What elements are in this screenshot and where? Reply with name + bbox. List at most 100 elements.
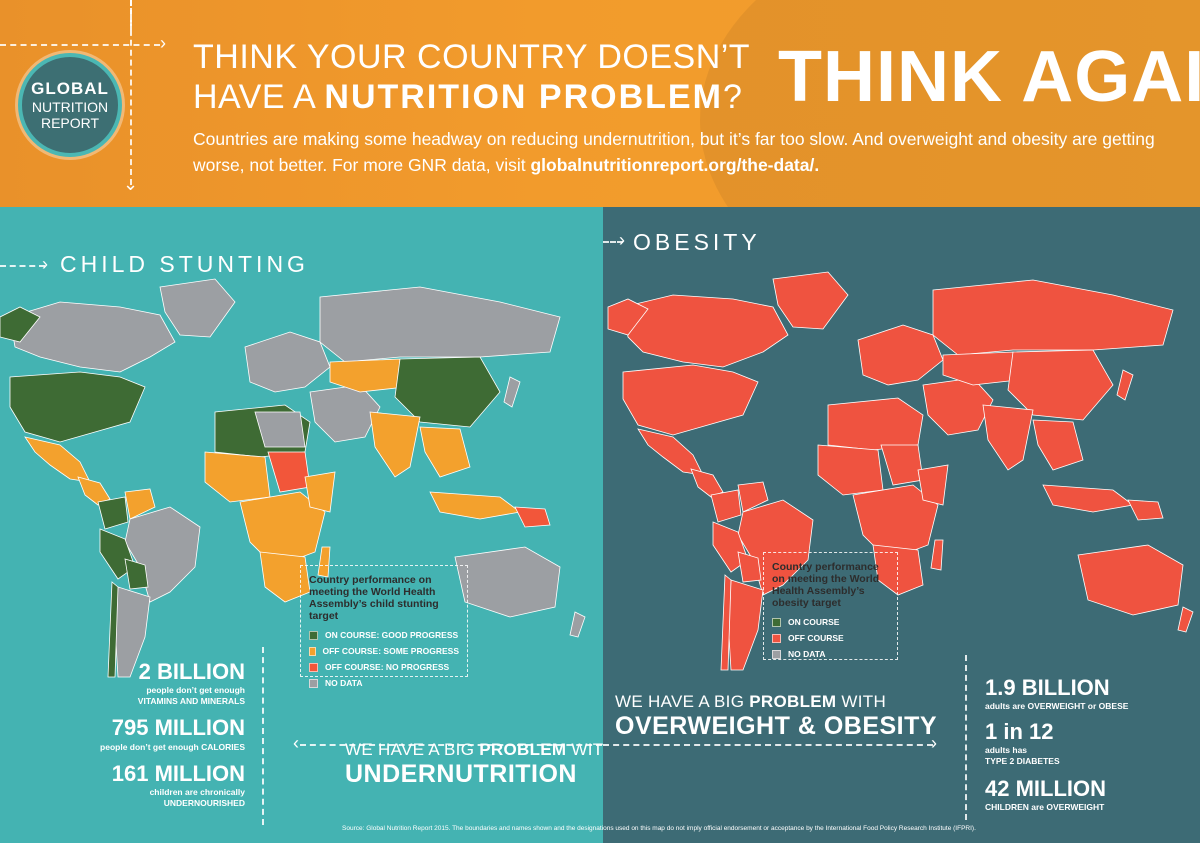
source-note: Source: Global Nutrition Report 2015. Th… bbox=[342, 825, 976, 832]
map-region-europe bbox=[244, 331, 331, 393]
legend-item: NO DATA bbox=[772, 649, 889, 659]
obesity-legend: Country performance on meeting the World… bbox=[763, 552, 898, 660]
callout-suffix: WITH bbox=[571, 740, 603, 759]
map-region-australia bbox=[1077, 544, 1184, 616]
stat-children-small1: CHILDREN are OVERWEIGHT bbox=[985, 802, 1105, 812]
dashed-line bbox=[0, 265, 45, 267]
child-stunting-panel: › CHILD STUNTING bbox=[0, 207, 603, 843]
arrow-right-icon: › bbox=[931, 733, 937, 753]
legend-label: OFF COURSE bbox=[788, 633, 844, 643]
map-region-central-asia bbox=[329, 358, 406, 393]
subtitle-link[interactable]: globalnutritionreport.org/the-data/. bbox=[530, 155, 820, 175]
dashed-bracket bbox=[965, 655, 967, 820]
title-line1: THINK YOUR COUNTRY DOESN’T bbox=[193, 38, 751, 76]
callout-bold: PROBLEM bbox=[479, 740, 567, 759]
map-region-japan bbox=[1116, 369, 1134, 401]
dashed-line bbox=[603, 241, 623, 243]
globe-watermark bbox=[700, 0, 1200, 207]
title-line2: HAVE A NUTRITION PROBLEM? bbox=[193, 78, 742, 117]
subtitle: Countries are making some headway on red… bbox=[193, 126, 1183, 178]
map-region-argentina bbox=[727, 579, 764, 671]
stat-calories-big: 795 MILLION bbox=[111, 715, 245, 740]
stat-vitamins-small1: people don’t get enough bbox=[146, 685, 245, 695]
logo-line3: REPORT bbox=[40, 115, 100, 131]
map-region-bolivia bbox=[737, 551, 762, 583]
map-region-southern-africa bbox=[872, 544, 924, 596]
stat-vitamins-small2: VITAMINS AND MINERALS bbox=[137, 696, 245, 706]
map-region-west-africa bbox=[817, 444, 884, 496]
map-region-east-africa bbox=[304, 471, 336, 513]
map-region-madagascar bbox=[930, 539, 944, 571]
map-region-papua bbox=[1127, 499, 1164, 521]
dashed-line bbox=[130, 0, 132, 185]
stat-undernourished-small2: UNDERNOURISHED bbox=[163, 798, 245, 808]
map-region-mexico bbox=[24, 436, 91, 483]
legend-swatch bbox=[772, 617, 781, 627]
map-region-australia bbox=[454, 546, 561, 618]
map-region-colombia bbox=[710, 489, 742, 523]
map-region-europe bbox=[857, 324, 944, 386]
legend-item: NO DATA bbox=[309, 678, 459, 688]
obesity-section-title: OBESITY bbox=[633, 229, 761, 255]
stat-undernourished-small1: children are chronically bbox=[149, 787, 245, 797]
stunting-legend: Country performance on meeting the World… bbox=[300, 565, 468, 688]
map-region-east-africa bbox=[917, 464, 949, 506]
logo-line2: NUTRITION bbox=[31, 99, 109, 115]
map-region-greenland bbox=[159, 278, 236, 338]
map-region-middle-east bbox=[309, 384, 381, 443]
obesity-callout-line1: WE HAVE A BIG PROBLEM WITH bbox=[615, 692, 937, 712]
map-region-indonesia bbox=[429, 491, 521, 520]
map-region-russia bbox=[932, 279, 1174, 356]
subtitle-text: Countries are making some headway on red… bbox=[193, 129, 1155, 175]
map-region-central-america bbox=[690, 468, 724, 498]
map-region-china bbox=[1007, 349, 1114, 421]
dashed-bracket bbox=[262, 647, 264, 825]
map-region-west-africa bbox=[204, 451, 271, 503]
map-region-sudan bbox=[267, 451, 311, 493]
callout-bold: PROBLEM bbox=[749, 692, 837, 711]
stat-children-big: 42 MILLION bbox=[985, 776, 1107, 801]
legend-item: OFF COURSE: NO PROGRESS bbox=[309, 662, 459, 672]
map-region-chile bbox=[107, 581, 119, 678]
map-region-china bbox=[394, 356, 501, 428]
map-region-libya-egypt bbox=[254, 411, 306, 448]
map-region-southeast-asia bbox=[1032, 419, 1084, 471]
legend-swatch bbox=[772, 649, 781, 659]
legend-label: NO DATA bbox=[325, 678, 363, 688]
title-line2-bold: NUTRITION PROBLEM bbox=[324, 78, 723, 116]
legend-label: NO DATA bbox=[788, 649, 826, 659]
map-region-southern-africa bbox=[259, 551, 311, 603]
map-region-central-africa bbox=[852, 484, 939, 561]
logo-line1: GLOBAL bbox=[31, 79, 109, 98]
obesity-callout-line2: OVERWEIGHT & OBESITY bbox=[615, 712, 938, 740]
dashed-line bbox=[0, 44, 160, 46]
stat-diabetes-big: 1 in 12 bbox=[985, 719, 1054, 744]
callout-prefix: WE HAVE A BIG bbox=[615, 692, 750, 711]
map-region-papua bbox=[514, 506, 551, 528]
legend-label: ON COURSE bbox=[788, 617, 840, 627]
legend-swatch bbox=[309, 646, 316, 656]
callout-suffix: WITH bbox=[836, 692, 887, 711]
map-region-bolivia bbox=[124, 558, 149, 590]
map-region-usa bbox=[622, 364, 759, 436]
obesity-legend-title: Country performance on meeting the World… bbox=[772, 561, 880, 609]
gnr-logo: GLOBAL NUTRITION REPORT bbox=[18, 53, 122, 157]
map-region-canada bbox=[622, 294, 789, 368]
map-region-new-zealand bbox=[1177, 606, 1194, 633]
map-region-india bbox=[982, 404, 1034, 471]
legend-label: ON COURSE: GOOD PROGRESS bbox=[325, 630, 459, 640]
stat-diabetes-small1: adults has bbox=[985, 745, 1028, 755]
obesity-world-map bbox=[607, 271, 1194, 671]
arrow-right-icon: › bbox=[619, 230, 625, 250]
stat-diabetes-small2: TYPE 2 DIABETES bbox=[985, 756, 1060, 766]
dashed-line bbox=[300, 744, 602, 746]
undernutrition-callout: WE HAVE A BIG PROBLEM WITH UNDERNUTRITIO… bbox=[345, 740, 603, 789]
map-region-venezuela bbox=[124, 488, 156, 520]
legend-swatch bbox=[309, 630, 318, 640]
map-region-greenland bbox=[772, 271, 849, 330]
map-region-usa bbox=[9, 371, 146, 443]
legend-item: OFF COURSE: SOME PROGRESS bbox=[309, 646, 459, 656]
map-region-alaska bbox=[607, 298, 649, 336]
map-region-mexico bbox=[637, 428, 704, 476]
stat-calories-small1: people don’t get enough CALORIES bbox=[100, 742, 245, 752]
